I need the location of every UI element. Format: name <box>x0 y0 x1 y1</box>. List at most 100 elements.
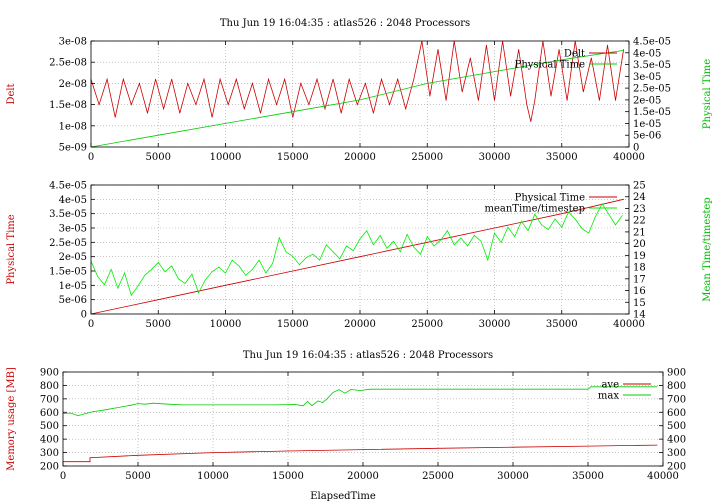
data-point <box>480 240 482 242</box>
data-point <box>252 269 253 270</box>
data-point <box>242 404 244 406</box>
legend-label-1: Delt <box>564 49 585 60</box>
data-point <box>107 408 109 410</box>
data-point <box>547 229 549 231</box>
data-point <box>115 407 116 409</box>
data-point <box>89 461 91 463</box>
data-point <box>473 235 475 236</box>
y2-tick-label: 22 <box>633 216 646 227</box>
data-point <box>326 398 328 400</box>
data-point <box>292 270 294 272</box>
y2-tick-label: 14 <box>633 310 646 321</box>
data-point <box>319 259 320 261</box>
data-point <box>433 245 435 247</box>
data-point <box>469 57 471 59</box>
y2-tick-label: 4e-05 <box>633 48 661 59</box>
data-point <box>187 83 189 84</box>
data-point <box>322 402 323 403</box>
y-tick-label: 1e-08 <box>59 121 87 132</box>
data-point <box>397 78 399 80</box>
data-point <box>147 112 148 114</box>
data-point <box>130 104 132 105</box>
data-point <box>526 104 528 105</box>
data-point <box>370 388 371 390</box>
data-point <box>85 413 86 414</box>
data-point <box>656 444 658 446</box>
data-point <box>460 237 462 239</box>
y2-tick-label: 15 <box>633 298 646 309</box>
data-point <box>399 251 401 253</box>
data-point <box>137 285 139 287</box>
data-point <box>510 95 511 97</box>
y-tick-label: 1.5e-05 <box>49 267 87 278</box>
data-point <box>512 446 514 448</box>
data-point <box>574 218 576 220</box>
legend-label-2: meanTime/timestep <box>484 204 585 215</box>
data-point <box>426 241 428 243</box>
data-point <box>608 213 610 215</box>
x-tick-label: 15000 <box>277 152 309 163</box>
y-tick-label: 2e-08 <box>59 79 87 90</box>
data-point <box>407 388 409 390</box>
data-point <box>92 411 94 412</box>
data-point <box>219 78 221 80</box>
data-point <box>292 256 294 257</box>
data-point <box>265 272 267 274</box>
data-point <box>225 284 226 286</box>
x-tick-label: 25000 <box>422 471 454 482</box>
x-tick-label: 10000 <box>210 319 242 330</box>
y-axis-label: Delt <box>6 83 17 104</box>
data-point <box>157 134 159 136</box>
data-point <box>340 112 342 114</box>
y2-tick-label: 500 <box>667 421 686 432</box>
data-point <box>317 400 319 402</box>
data-point <box>632 386 634 388</box>
y2-tick-label: 900 <box>667 368 686 379</box>
x-tick-label: 15000 <box>272 471 304 482</box>
x-tick-label: 5000 <box>146 319 171 330</box>
y-tick-label: 3e-05 <box>59 224 87 235</box>
data-point <box>122 78 124 80</box>
data-point <box>478 100 479 101</box>
x-tick-label: 5000 <box>146 152 171 163</box>
data-point <box>550 95 552 97</box>
data-point <box>426 236 428 238</box>
data-point <box>386 247 388 249</box>
data-point <box>534 213 536 215</box>
data-point <box>595 216 596 218</box>
data-point <box>362 449 364 450</box>
data-point <box>155 78 157 80</box>
data-point <box>615 224 616 226</box>
data-point <box>284 78 286 80</box>
data-point <box>97 276 99 277</box>
x-tick-label: 30000 <box>497 471 529 482</box>
data-point <box>152 402 154 404</box>
data-point <box>527 230 529 232</box>
x-tick-label: 10000 <box>197 471 229 482</box>
x-tick-label: 25000 <box>411 319 443 330</box>
x-axis-label: ElapsedTime <box>310 491 376 502</box>
data-point <box>285 251 287 253</box>
data-point <box>225 123 226 124</box>
data-point <box>588 232 590 234</box>
data-point <box>110 269 112 270</box>
data-point <box>163 108 165 110</box>
y-tick-label: 200 <box>40 462 59 473</box>
data-point <box>171 265 173 267</box>
data-point <box>566 100 568 101</box>
y-tick-label: 300 <box>40 448 59 459</box>
data-point <box>656 386 658 388</box>
series-line-1 <box>90 40 624 122</box>
data-point <box>413 78 415 80</box>
data-point <box>305 257 307 259</box>
y2-tick-label: 1.5e-05 <box>633 107 671 118</box>
data-point <box>122 406 124 407</box>
y2-axis-label: Physical Time <box>702 59 713 129</box>
y2-tick-label: 23 <box>633 204 646 215</box>
data-point <box>300 83 302 84</box>
data-point <box>260 112 261 114</box>
y2-tick-label: 1e-05 <box>633 119 661 130</box>
data-point <box>268 78 269 80</box>
y2-tick-label: 2.5e-05 <box>633 84 671 95</box>
